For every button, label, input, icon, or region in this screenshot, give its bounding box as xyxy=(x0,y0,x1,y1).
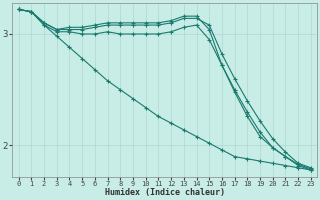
X-axis label: Humidex (Indice chaleur): Humidex (Indice chaleur) xyxy=(105,188,225,197)
